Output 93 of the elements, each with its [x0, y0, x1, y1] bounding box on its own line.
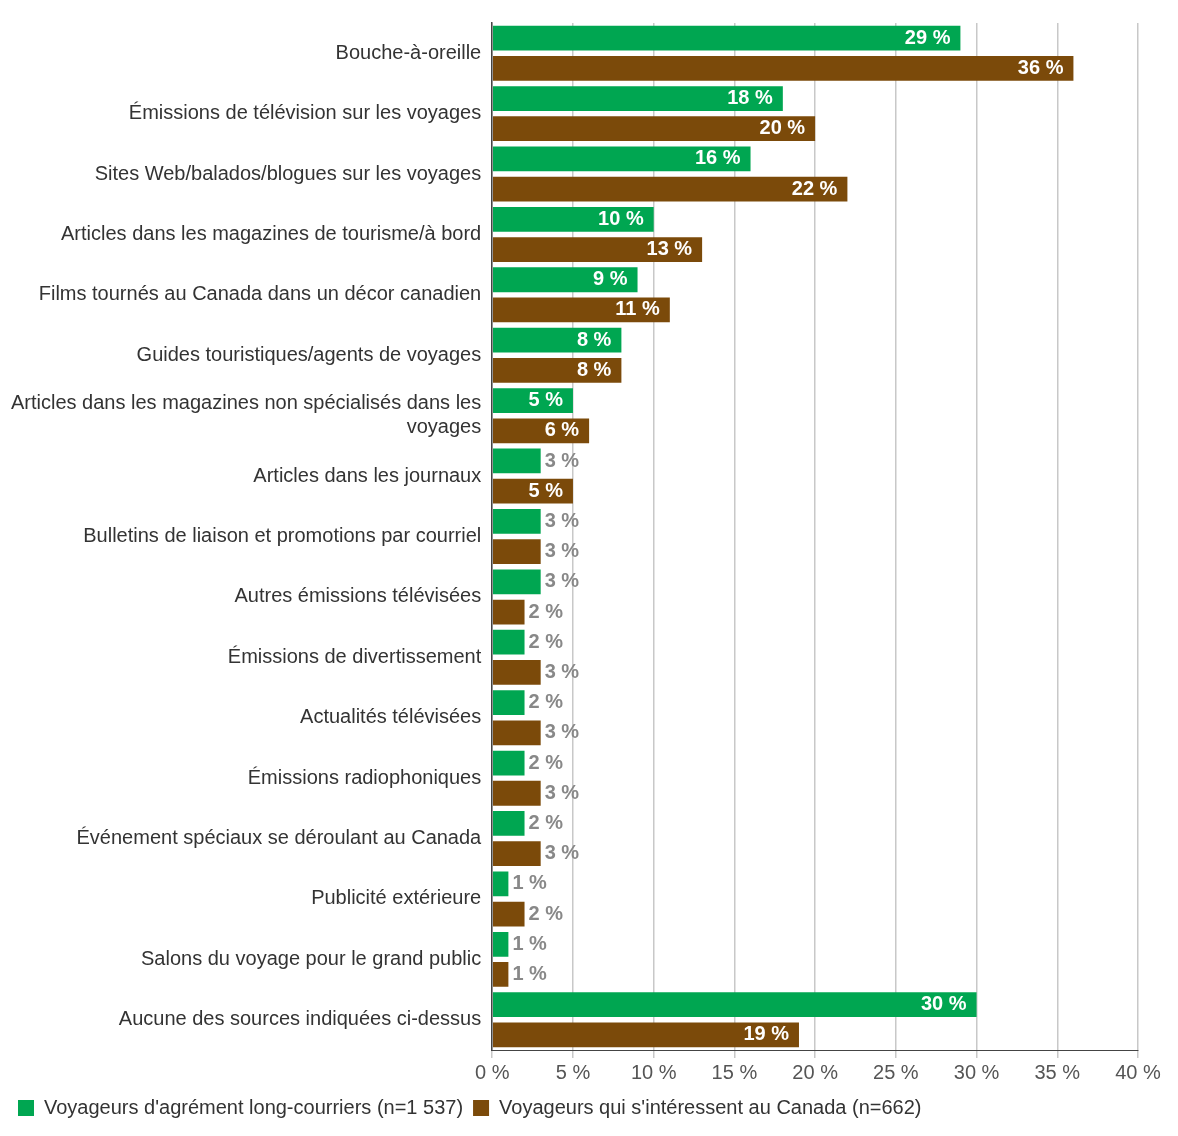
- bar: [492, 992, 977, 1018]
- data-label: 5 %: [528, 388, 564, 411]
- data-label: 5 %: [528, 478, 564, 501]
- bar: [492, 811, 525, 836]
- data-label: 13 %: [646, 237, 693, 260]
- bar: [492, 690, 525, 716]
- data-label: 18 %: [727, 86, 774, 109]
- data-label: 9 %: [593, 267, 628, 290]
- bar: [492, 146, 751, 172]
- y-tick-label: Bulletins de liaison et promotions par courriel: [83, 524, 482, 547]
- data-label: 3 %: [544, 659, 580, 682]
- y-tick-label: Émissions radiophoniques: [247, 765, 482, 788]
- x-tick-label: 0 %: [475, 1060, 510, 1083]
- legend-label: Voyageurs qui s'intéressent au Canada (n=662): [499, 1095, 922, 1118]
- bar: [492, 267, 638, 293]
- bar: [492, 55, 1074, 81]
- y-tick-label: Articles dans les journaux: [253, 463, 482, 486]
- y-tick-label: Bouche-à-oreille: [335, 40, 482, 63]
- data-label: 2 %: [528, 750, 564, 773]
- x-tick-label: 10 %: [630, 1060, 677, 1083]
- legend-label: Voyageurs d'agrément long-courriers (n=1 537): [44, 1095, 464, 1118]
- data-label: 29 %: [904, 25, 951, 48]
- data-label: 2 %: [528, 901, 564, 924]
- bar: [492, 25, 961, 51]
- data-label: 3 %: [544, 841, 580, 864]
- y-tick-label: Articles dans les magazines de tourisme/à bord: [61, 221, 482, 244]
- data-label: 8 %: [576, 327, 612, 350]
- y-tick-label: Films tournés au Canada dans un décor canadien: [38, 282, 482, 305]
- y-tick-label: Sites Web/balados/blogues sur les voyages: [94, 161, 482, 184]
- y-tick-label: Émissions de télévision sur les voyages: [128, 101, 482, 124]
- bar: [492, 86, 783, 111]
- bar: [492, 780, 541, 806]
- data-label: 3 %: [544, 720, 580, 743]
- x-tick-label: 5 %: [555, 1060, 591, 1083]
- bar: [492, 841, 541, 867]
- bar: [492, 962, 509, 987]
- y-tick-label: Salons du voyage pour le grand public: [141, 946, 482, 969]
- data-label: 6 %: [544, 418, 580, 441]
- data-label: 3 %: [544, 780, 580, 803]
- data-label: 19 %: [743, 1022, 790, 1045]
- y-tick-label: Événement spéciaux se déroulant au Canada: [76, 826, 483, 849]
- y-tick-label: Actualités télévisées: [300, 705, 482, 728]
- data-label: 11 %: [615, 297, 661, 320]
- bar: [492, 871, 509, 897]
- bar: [492, 176, 848, 202]
- data-label: 3 %: [544, 539, 580, 562]
- y-tick-label: Émissions de divertissement: [227, 644, 482, 667]
- x-tick-label: 25 %: [873, 1060, 919, 1083]
- y-tick-label: Articles dans les magazines non spécialisés dans les voyages: [10, 391, 482, 438]
- data-label: 3 %: [544, 569, 580, 592]
- x-tick-label: 20 %: [792, 1060, 839, 1083]
- bar: [492, 629, 525, 655]
- bar: [492, 660, 541, 685]
- data-label: 16 %: [694, 146, 741, 169]
- bar: [492, 599, 525, 625]
- bar: [492, 509, 541, 534]
- bar: [492, 931, 509, 957]
- bar: [492, 1022, 799, 1048]
- bar: [492, 448, 541, 474]
- x-tick-label: 30 %: [953, 1060, 1000, 1083]
- bar: [492, 720, 541, 746]
- data-label: 1 %: [512, 962, 548, 984]
- bar: [492, 901, 525, 927]
- bar: [492, 750, 525, 776]
- bar: [492, 206, 654, 232]
- data-label: 2 %: [528, 810, 564, 833]
- data-label: 2 %: [528, 599, 564, 622]
- data-label: 8 %: [576, 357, 612, 380]
- x-tick-label: 35 %: [1034, 1060, 1081, 1083]
- data-label: 2 %: [528, 690, 564, 713]
- y-tick-label: Publicité extérieure: [311, 886, 482, 909]
- y-tick-label: Aucune des sources indiquées ci-dessus: [118, 1007, 482, 1030]
- data-label: 22 %: [791, 176, 838, 199]
- data-label: 3 %: [544, 448, 580, 471]
- bar: [492, 539, 541, 564]
- bar: [492, 116, 816, 142]
- data-label: 3 %: [544, 508, 580, 531]
- data-label: 1 %: [512, 871, 548, 894]
- bar: [492, 237, 703, 262]
- x-tick-label: 40 %: [1115, 1060, 1162, 1083]
- x-tick-label: 15 %: [711, 1060, 758, 1083]
- y-tick-label: Guides touristiques/agents de voyages: [136, 342, 482, 365]
- data-label: 30 %: [920, 992, 967, 1015]
- bar: [492, 297, 670, 323]
- data-label: 1 %: [512, 931, 548, 954]
- data-label: 2 %: [528, 629, 564, 652]
- bar: [492, 357, 622, 383]
- data-label: 36 %: [1017, 55, 1064, 78]
- data-label: 10 %: [598, 206, 644, 229]
- bar: [492, 327, 622, 353]
- bar: [492, 569, 541, 595]
- y-tick-label: Autres émissions télévisées: [234, 584, 482, 607]
- data-label: 20 %: [759, 116, 806, 139]
